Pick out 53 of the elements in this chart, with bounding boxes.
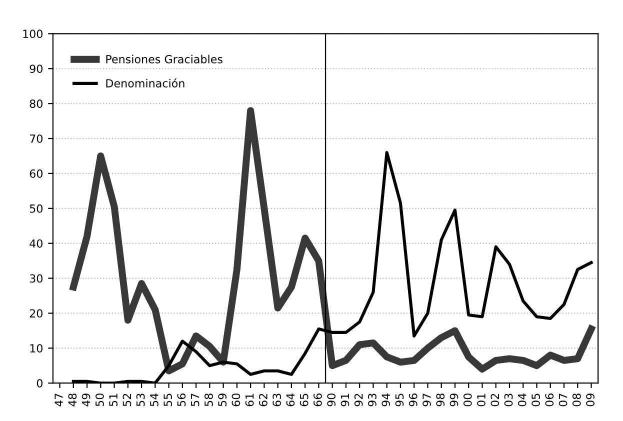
x-tick-label: 66 xyxy=(314,394,322,406)
x-tick-label: 94 xyxy=(382,393,390,406)
x-tick-label: 97 xyxy=(422,394,431,406)
x-tick-label: 51 xyxy=(109,394,118,406)
x-tick-label: 99 xyxy=(450,394,458,406)
y-tick-label: 40 xyxy=(30,239,42,248)
x-tick-label: 49 xyxy=(82,394,90,406)
x-tick-label: 53 xyxy=(136,394,145,406)
x-tick-label: 00 xyxy=(463,394,472,406)
x-tick-label: 47 xyxy=(54,394,63,406)
x-tick-label: 08 xyxy=(572,394,581,406)
legend-label: Denominación xyxy=(106,78,184,88)
x-tick-label: 60 xyxy=(232,394,240,406)
x-tick-label: 63 xyxy=(272,394,282,406)
x-tick-label: 58 xyxy=(204,394,213,406)
x-tick-label: 01 xyxy=(477,394,486,406)
x-tick-label: 95 xyxy=(395,394,404,406)
y-tick-label: 100 xyxy=(23,30,42,38)
y-tick-label: 70 xyxy=(30,134,42,143)
x-tick-label: 55 xyxy=(164,394,172,406)
x-tick-label: 93 xyxy=(368,394,376,406)
y-tick-label: 10 xyxy=(30,344,42,353)
x-tick-label: 52 xyxy=(122,394,132,406)
x-tick-label: 92 xyxy=(354,394,363,406)
y-tick-label: 50 xyxy=(30,204,42,213)
x-tick-label: 64 xyxy=(286,393,295,406)
x-tick-label: 09 xyxy=(586,394,594,406)
x-tick-label: 03 xyxy=(504,394,513,406)
x-tick-label: 50 xyxy=(95,394,104,406)
x-tick-label: 04 xyxy=(518,393,526,406)
x-tick-label: 48 xyxy=(68,394,77,406)
x-tick-label: 06 xyxy=(545,394,554,406)
y-tick-label: 30 xyxy=(30,274,42,283)
y-tick-label: 60 xyxy=(30,169,42,178)
x-tick-label: 02 xyxy=(490,394,500,406)
y-tick-label: 0 xyxy=(36,379,42,388)
y-tick-label: 80 xyxy=(30,100,42,108)
y-tick-label: 20 xyxy=(30,309,42,318)
legend-label: Pensiones Graciables xyxy=(106,54,222,64)
y-tick-label: 90 xyxy=(30,64,42,73)
x-tick-label: 65 xyxy=(300,394,308,406)
x-tick-label: 91 xyxy=(340,394,350,406)
x-tick-label: 90 xyxy=(327,394,336,406)
x-tick-label: 59 xyxy=(218,394,227,406)
x-tick-label: 05 xyxy=(532,394,540,406)
x-tick-label: 07 xyxy=(558,394,568,406)
x-tick-label: 56 xyxy=(177,394,186,406)
x-tick-label: 96 xyxy=(408,394,418,406)
x-tick-label: 54 xyxy=(150,393,158,406)
x-tick-label: 62 xyxy=(259,394,268,406)
x-tick-label: 98 xyxy=(436,394,445,406)
x-tick-label: 61 xyxy=(245,394,254,406)
x-tick-label: 57 xyxy=(191,394,200,406)
